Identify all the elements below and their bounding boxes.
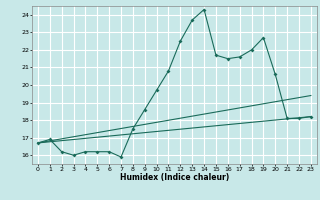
X-axis label: Humidex (Indice chaleur): Humidex (Indice chaleur) <box>120 173 229 182</box>
